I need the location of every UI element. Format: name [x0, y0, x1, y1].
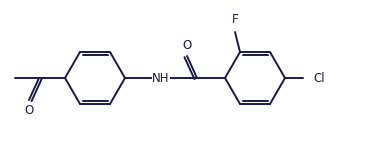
Text: O: O [24, 104, 34, 117]
Text: O: O [182, 39, 192, 52]
Text: NH: NH [152, 71, 170, 84]
Text: Cl: Cl [313, 71, 325, 84]
Text: F: F [232, 13, 238, 26]
